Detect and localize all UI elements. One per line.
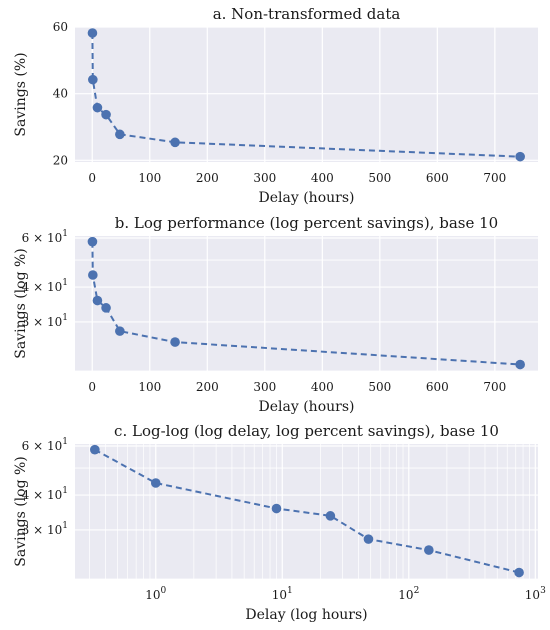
- y-tick-label: 3 × 101: [22, 521, 68, 537]
- data-point: [88, 270, 98, 280]
- data-point: [101, 303, 111, 313]
- data-point: [88, 74, 98, 85]
- data-point: [87, 28, 98, 38]
- x-tick-label: 100: [138, 380, 161, 394]
- chart-title: a. Non-transformed data: [213, 5, 401, 23]
- y-tick-label: 60: [53, 20, 68, 34]
- data-point: [363, 534, 374, 544]
- data-point: [170, 337, 180, 347]
- data-point: [515, 359, 525, 370]
- data-point: [170, 137, 180, 148]
- x-tick-label: 600: [426, 380, 449, 394]
- panel-3: 100 102 103 101 3 × 101 4 × 101 6 × 101 c. Log-…: [13, 422, 546, 623]
- x-tick-label: 300: [253, 380, 276, 394]
- y-tick-label: 3 × 101: [22, 313, 68, 329]
- x-axis-label: Delay (hours): [259, 399, 355, 415]
- y-tick-label: 4 × 101: [22, 486, 68, 502]
- plot-area: [75, 236, 538, 371]
- data-point: [150, 478, 161, 488]
- x-tick-label: 600: [426, 171, 449, 185]
- plot-area: [75, 444, 538, 579]
- chart-title: b. Log performance (log percent savings)…: [115, 214, 498, 232]
- data-point: [90, 444, 100, 455]
- y-tick-label: 4 × 101: [22, 278, 68, 294]
- y-tick-label: 40: [53, 87, 68, 101]
- x-tick-label: 400: [311, 380, 334, 394]
- y-axis-label: Savings (log %): [13, 456, 29, 566]
- panel-2: 0 100 200 300 400 500 600 700 3 × 101 4 × 101 6 × …: [13, 214, 538, 415]
- data-point: [115, 326, 125, 336]
- y-tick-label: 6 × 101: [22, 229, 68, 245]
- data-point: [115, 129, 125, 140]
- chart-title: c. Log-log (log delay, log percent savin…: [114, 422, 499, 440]
- x-tick-label: 100: [145, 586, 166, 602]
- data-point: [101, 109, 111, 120]
- x-tick-label: 102: [398, 586, 419, 602]
- x-tick-label: 700: [483, 380, 506, 394]
- x-tick-label: 500: [368, 380, 391, 394]
- x-tick-label: 700: [483, 171, 506, 185]
- data-point: [515, 151, 525, 162]
- x-axis-label: Delay (hours): [259, 190, 355, 206]
- panel-1: 0 100 200 300 400 500 600 700 20 40 60 a. Non-trans…: [13, 5, 538, 206]
- x-tick-label: 200: [196, 171, 219, 185]
- y-axis-label: Savings (log %): [13, 248, 29, 358]
- data-point: [325, 511, 336, 521]
- data-point: [514, 567, 524, 578]
- data-point: [92, 102, 103, 113]
- data-point: [271, 503, 282, 514]
- x-tick-label: 100: [138, 171, 161, 185]
- y-tick-label: 6 × 101: [22, 437, 68, 453]
- y-tick-label: 20: [53, 153, 68, 167]
- x-tick-label: 0: [88, 171, 96, 185]
- data-point: [92, 295, 103, 306]
- data-point: [424, 545, 434, 555]
- x-tick-label: 500: [368, 171, 391, 185]
- data-point: [87, 236, 98, 247]
- x-tick-label: 0: [88, 380, 96, 394]
- x-tick-label: 200: [196, 380, 219, 394]
- x-tick-label: 400: [311, 171, 334, 185]
- x-tick-label: 101: [272, 586, 293, 602]
- x-tick-label: 300: [253, 171, 276, 185]
- x-axis-label: Delay (log hours): [245, 607, 367, 623]
- x-tick-label: 103: [525, 586, 546, 602]
- y-axis-label: Savings (%): [13, 52, 29, 136]
- plot-area: [75, 27, 538, 162]
